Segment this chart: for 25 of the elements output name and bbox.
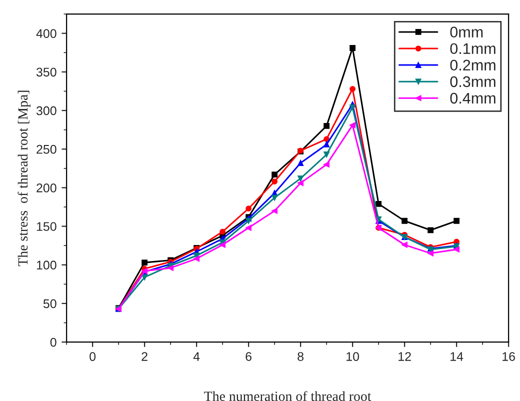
- y-tick-label: 250: [36, 144, 56, 154]
- y-tick-label: 200: [36, 183, 56, 192]
- y-tick-label: 0: [50, 338, 56, 347]
- x-tick-label: 12: [398, 352, 411, 361]
- y-tick-label: 300: [36, 106, 56, 116]
- y-axis-title: The stress of thread root [Mpa]: [18, 90, 30, 266]
- x-tick-label: 0: [90, 352, 96, 361]
- y-tick-label: 150: [36, 222, 56, 231]
- x-tick-label: 6: [246, 352, 252, 361]
- y-tick-label: 100: [36, 260, 56, 270]
- y-tick-label: 400: [36, 29, 56, 38]
- legend-label: 0.1mm: [450, 43, 496, 54]
- y-tick-label: 350: [36, 68, 56, 77]
- x-tick-label: 14: [450, 352, 464, 361]
- x-tick-label: 16: [502, 352, 515, 361]
- legend-label: 0.2mm: [450, 60, 496, 71]
- x-axis-title: The numeration of thread root: [204, 391, 372, 401]
- legend-label: 0.4mm: [450, 92, 496, 104]
- x-tick-label: 8: [298, 352, 304, 361]
- legend-label: 0mm: [450, 26, 483, 38]
- x-tick-label: 2: [142, 352, 148, 361]
- x-tick-label: 4: [193, 352, 200, 361]
- y-tick-label: 50: [43, 299, 56, 308]
- x-tick-label: 10: [346, 352, 360, 361]
- legend-label: 0.3mm: [450, 76, 496, 88]
